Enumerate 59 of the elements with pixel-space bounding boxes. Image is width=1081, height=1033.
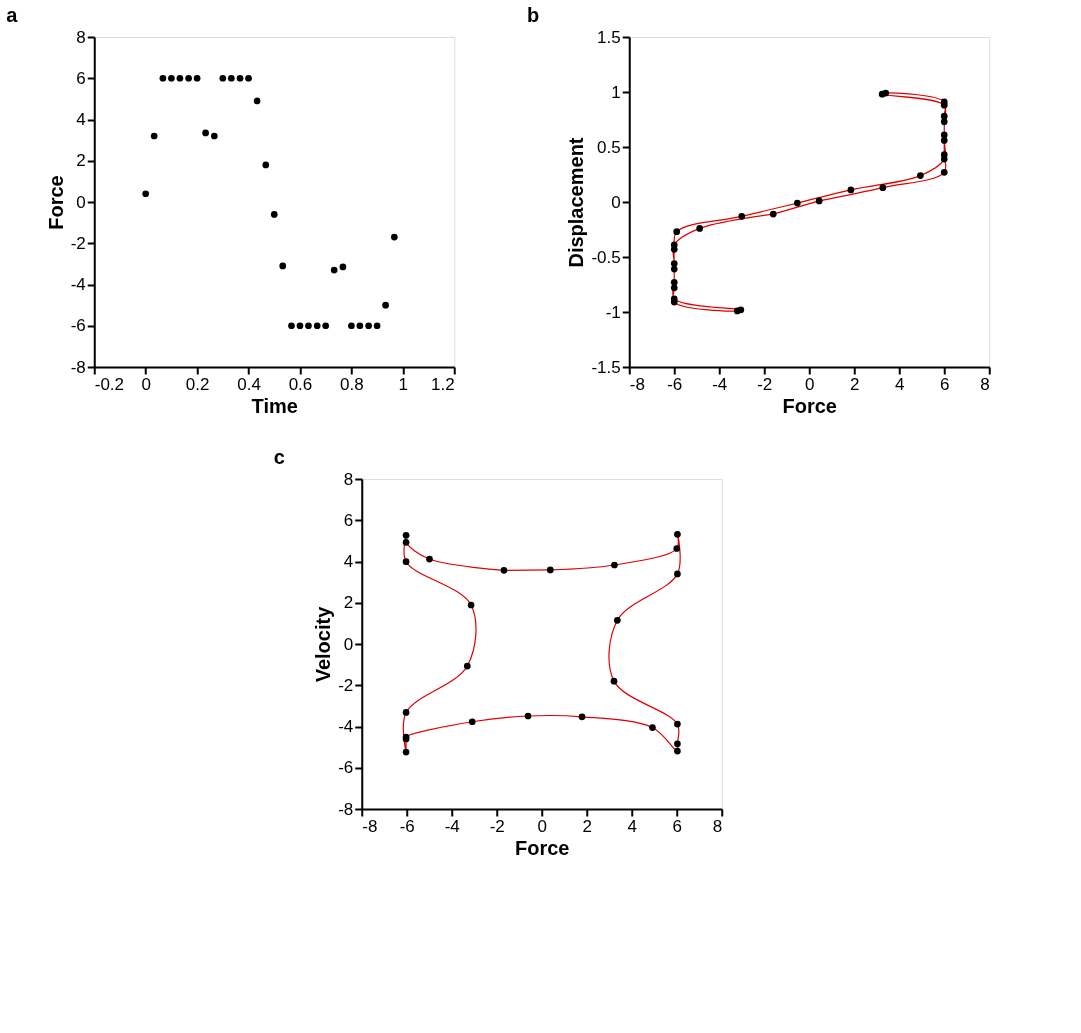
x-tick-label: -8 (362, 816, 378, 836)
x-tick-label: -8 (629, 374, 645, 394)
y-tick-label: -8 (70, 357, 86, 377)
y-tick-label: -2 (70, 233, 86, 253)
chart-title: c (273, 446, 285, 468)
y-tick-label: 0.5 (597, 137, 621, 157)
x-axis-title: Force (782, 394, 837, 417)
x-tick-label: 0.4 (237, 374, 261, 394)
y-tick-label: -1 (605, 302, 621, 322)
y-axis-title: Force (44, 175, 67, 230)
x-tick-label: 1.2 (431, 374, 455, 394)
x-axis-title: Time (251, 394, 298, 417)
x-tick-label: 2 (850, 374, 860, 394)
y-tick-label: -1.5 (591, 357, 621, 377)
y-axis-title: Velocity (312, 605, 335, 683)
y-axis-title: Displacement (565, 137, 588, 268)
x-tick-label: -4 (444, 816, 460, 836)
y-tick-label: 6 (76, 68, 86, 88)
y-tick-label: 4 (76, 110, 86, 129)
y-tick-label: -6 (338, 758, 354, 778)
x-tick-label: -6 (667, 374, 683, 394)
x-tick-label: -0.2 (94, 374, 125, 394)
y-tick-label: 8 (76, 27, 86, 47)
x-tick-label: 4 (627, 816, 637, 836)
x-axis-title: Force (515, 836, 570, 859)
x-tick-label: 4 (895, 374, 905, 394)
y-tick-label: 8 (343, 469, 354, 489)
y-tick-label: -2 (338, 675, 354, 695)
y-tick-label: 0 (611, 192, 621, 212)
x-tick-label: 8 (980, 374, 990, 394)
x-tick-label: 0 (805, 374, 815, 394)
x-tick-label: 8 (712, 816, 723, 836)
x-tick-label: -2 (757, 374, 773, 394)
x-tick-label: 0 (141, 374, 151, 394)
x-tick-label: -4 (712, 374, 728, 394)
y-tick-label: -8 (338, 799, 354, 819)
y-tick-label: 6 (343, 510, 354, 530)
y-tick-label: 1.5 (597, 27, 621, 47)
y-tick-label: -6 (70, 316, 86, 336)
y-tick-label: 0 (343, 634, 354, 654)
x-tick-label: 0 (537, 816, 547, 836)
y-tick-label: -4 (70, 275, 86, 294)
y-tick-label: 4 (343, 552, 354, 571)
x-tick-label: 6 (940, 374, 950, 394)
y-tick-label: 1 (611, 82, 621, 102)
x-tick-label: 0.8 (340, 374, 364, 394)
chart-title: b (526, 4, 540, 26)
y-tick-label: 0 (76, 192, 86, 212)
x-tick-label: 6 (672, 816, 682, 836)
y-tick-label: -4 (338, 717, 354, 736)
y-tick-label: 2 (76, 151, 86, 171)
y-tick-label: -0.5 (591, 247, 621, 267)
chart-title: a (6, 4, 19, 26)
x-tick-label: -6 (399, 816, 415, 836)
y-tick-label: 2 (343, 593, 354, 613)
x-tick-label: 1 (398, 374, 409, 394)
x-tick-label: 0.6 (288, 374, 313, 394)
x-tick-label: 0.2 (185, 374, 210, 394)
x-tick-label: -2 (489, 816, 505, 836)
